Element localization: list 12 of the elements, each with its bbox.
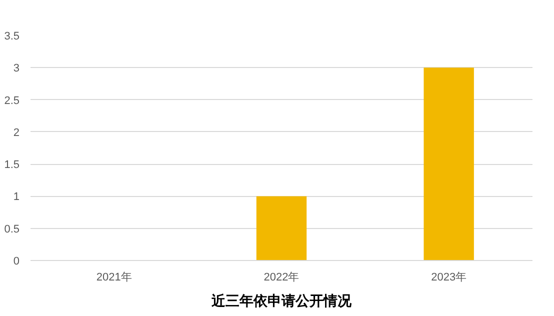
y-tick-label: 2 <box>13 126 20 139</box>
y-tick-label: 2.5 <box>4 94 20 107</box>
text: 近三年依申请公开情况 <box>210 292 352 310</box>
x-tick-label: 2022年 <box>264 272 300 284</box>
y-tick-label: 1.5 <box>4 159 20 172</box>
x-tick-label: 2023年 <box>431 272 467 284</box>
y-tick-label: 3 <box>13 62 20 75</box>
y-tick-label: 0 <box>13 256 20 268</box>
y-tick-label: 1 <box>13 191 20 204</box>
y-tick-label: 3.5 <box>4 30 20 42</box>
y-tick-label: 0.5 <box>4 223 20 236</box>
x-tick-label: 2021年 <box>96 272 132 284</box>
